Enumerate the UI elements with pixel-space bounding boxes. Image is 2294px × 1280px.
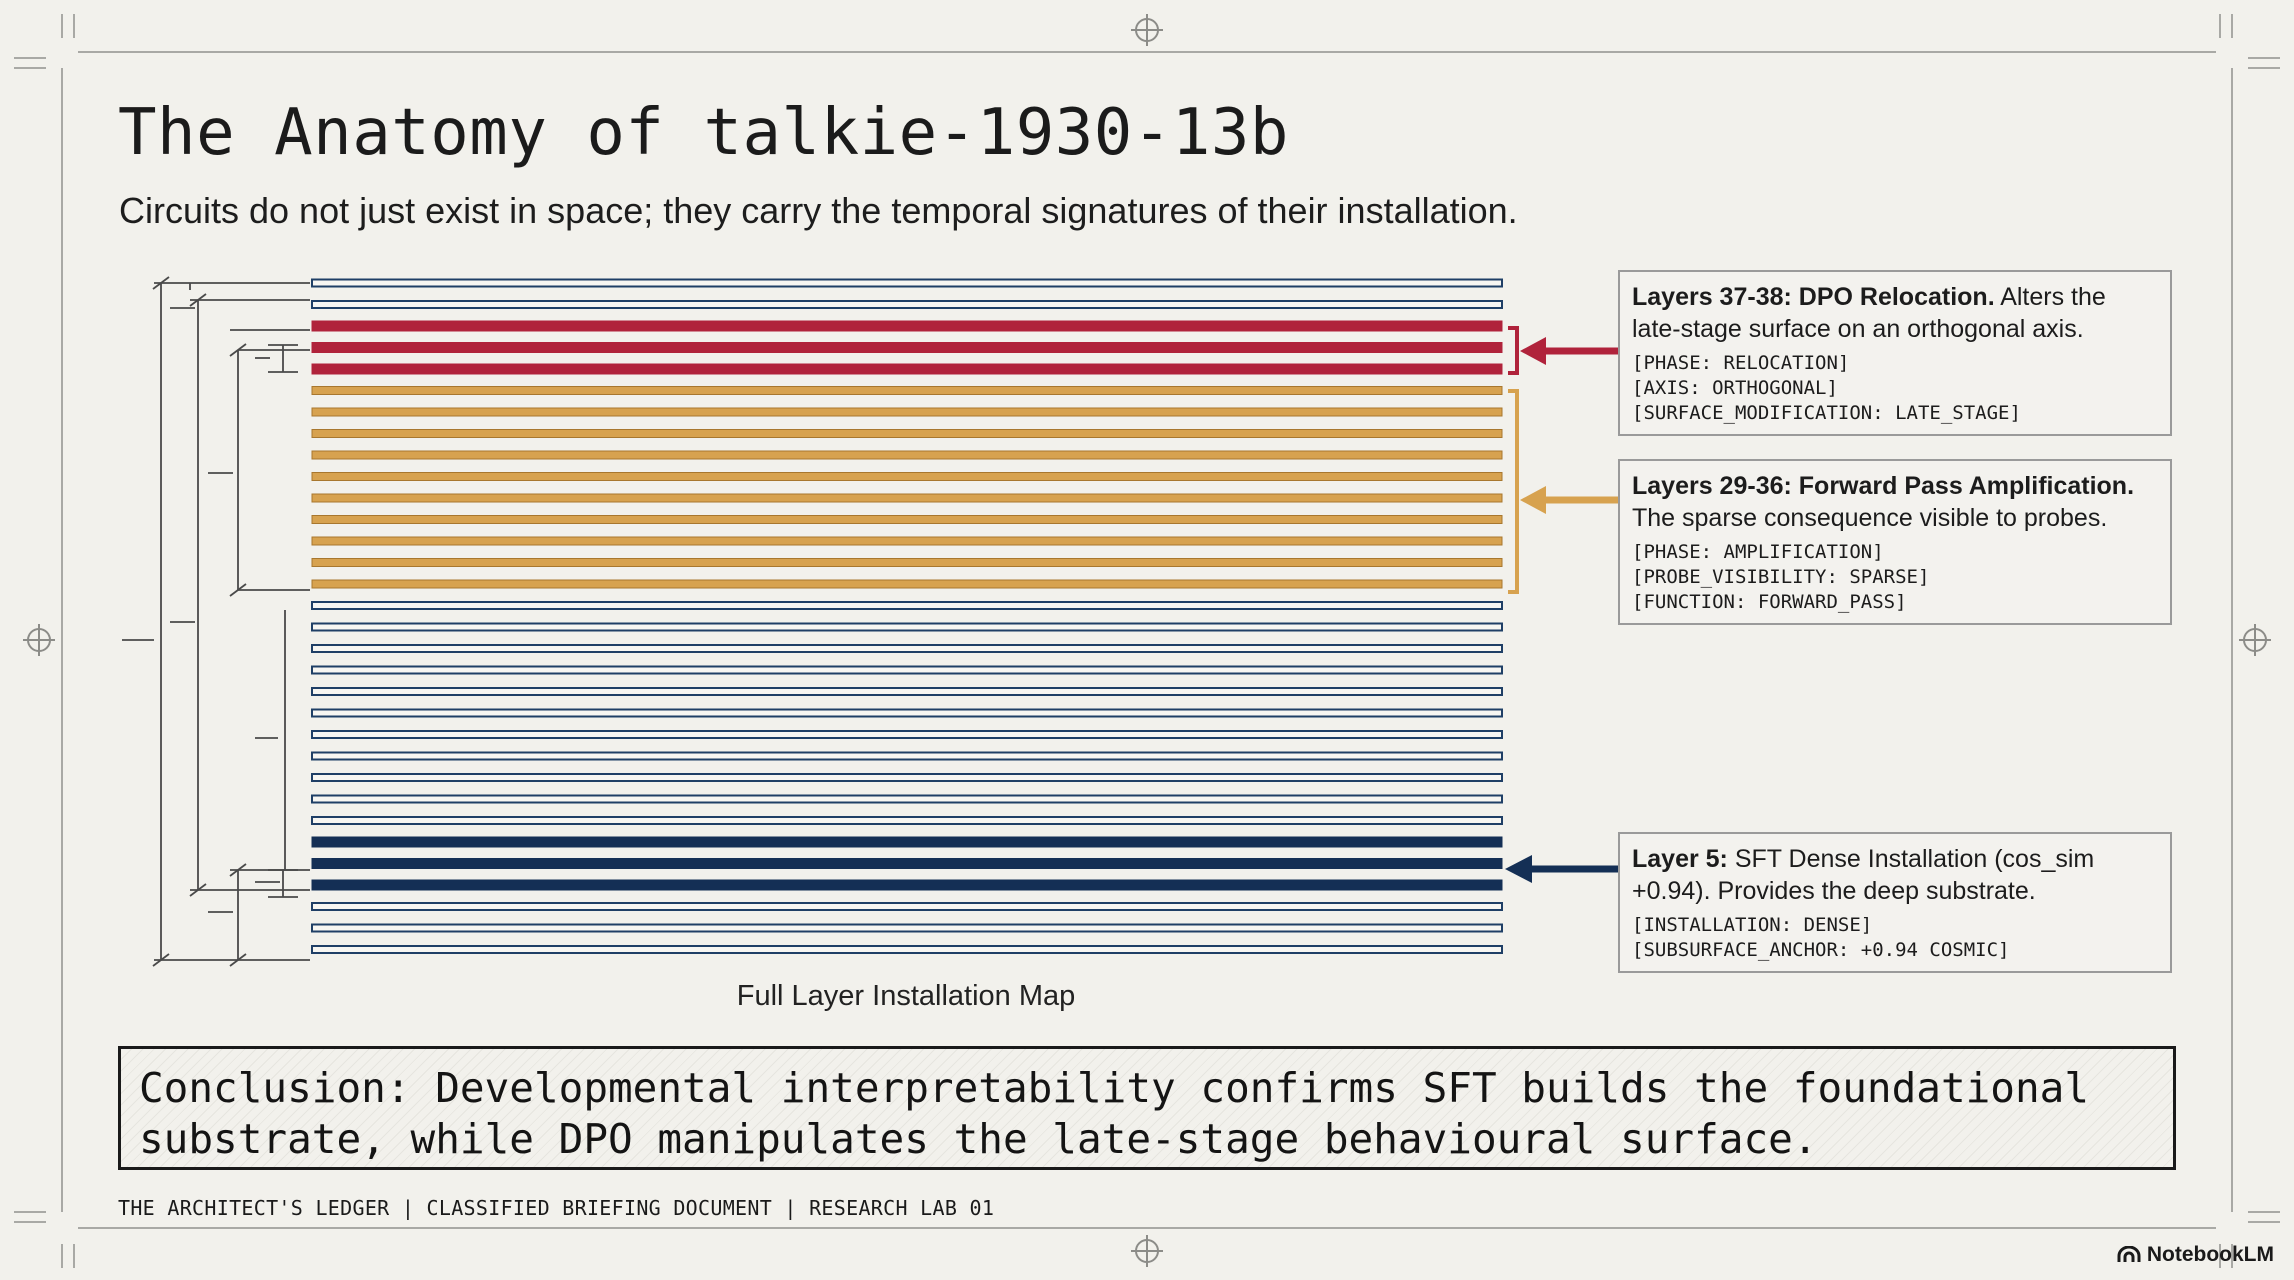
tag-function: [FUNCTION: FORWARD_PASS]: [1632, 591, 1907, 613]
layer-bar-outline: [311, 300, 1503, 309]
layer-bar-amplification: [311, 407, 1503, 417]
callout-amplification-tags: [PHASE: AMPLIFICATION] [PROBE_VISIBILITY…: [1632, 540, 2158, 615]
layer-bar-relocation: [311, 320, 1503, 332]
conclusion-box: Conclusion: Developmental interpretabili…: [118, 1046, 2176, 1170]
layer-bar-relocation: [311, 342, 1503, 353]
map-caption: Full Layer Installation Map: [736, 980, 1076, 1012]
layer-bar-outline: [311, 278, 1503, 288]
sft-arrow-head: [1505, 855, 1532, 883]
tag-surface-modification: [SURFACE_MODIFICATION: LATE_STAGE]: [1632, 402, 2021, 424]
layer-bar-outline: [311, 794, 1503, 804]
callout-sft-description: Layer 5: SFT Dense Installation (cos_sim…: [1632, 843, 2158, 907]
callout-amplification: Layers 29-36: Forward Pass Amplification…: [1618, 459, 2172, 625]
callout-relocation: Layers 37-38: DPO Relocation. Alters the…: [1618, 270, 2172, 436]
layer-bar-outline: [311, 730, 1503, 739]
page-frame: [14, 14, 2280, 1268]
layer-bar-outline: [311, 773, 1503, 782]
layer-bar-relocation: [311, 363, 1503, 375]
layer-bar-amplification: [311, 515, 1503, 524]
layer-bar-amplification: [311, 558, 1503, 567]
page-title: The Anatomy of talkie-1930-13b: [118, 96, 1289, 170]
tag-phase: [PHASE: RELOCATION]: [1632, 352, 1850, 374]
amplification-arrow-head: [1520, 486, 1546, 514]
notebooklm-badge: NotebookLM: [2117, 1243, 2274, 1267]
callout-sft-heading: Layer 5:: [1632, 845, 1728, 873]
layer-bar-outline: [311, 902, 1503, 911]
layer-bar-amplification: [311, 472, 1503, 481]
layer-bar-outline: [311, 945, 1503, 954]
layer-bar-amplification: [311, 579, 1503, 589]
layer-bar-amplification: [311, 429, 1503, 438]
relocation-bracket: [1508, 326, 1519, 375]
layer-bar-amplification: [311, 493, 1503, 503]
layer-bar-outline: [311, 687, 1503, 696]
registration-mark-top: [1131, 14, 1163, 46]
layer-bar-amplification: [311, 450, 1503, 460]
registration-mark-left: [23, 624, 55, 656]
footer-text: THE ARCHITECT'S LEDGER | CLASSIFIED BRIE…: [118, 1196, 995, 1220]
layer-bar-outline: [311, 751, 1503, 761]
callout-relocation-tags: [PHASE: RELOCATION] [AXIS: ORTHOGONAL] […: [1632, 351, 2158, 426]
callout-relocation-heading: Layers 37-38: DPO Relocation.: [1632, 283, 1995, 311]
layer-bar-outline: [311, 665, 1503, 675]
layer-bar-outline: [311, 708, 1503, 718]
callout-sft-tags: [INSTALLATION: DENSE] [SUBSURFACE_ANCHOR…: [1632, 913, 2158, 963]
callout-relocation-text: Alters the late-stage surface on an orth…: [1632, 283, 2106, 343]
layer-bar-sft-dense: [311, 858, 1503, 869]
callout-amplification-description: Layers 29-36: Forward Pass Amplification…: [1632, 470, 2158, 534]
dimension-brackets: [122, 276, 310, 967]
layer-bar-outline: [311, 816, 1503, 825]
layer-bar-outline: [311, 644, 1503, 653]
callout-amplification-text: The sparse consequence visible to probes…: [1632, 504, 2108, 532]
tag-phase: [PHASE: AMPLIFICATION]: [1632, 541, 1884, 563]
layer-bar-outline: [311, 622, 1503, 632]
tag-installation: [INSTALLATION: DENSE]: [1632, 914, 1873, 936]
layer-bar-outline: [311, 601, 1503, 610]
page-subtitle: Circuits do not just exist in space; the…: [119, 190, 1518, 231]
brand-name: NotebookLM: [2146, 1243, 2274, 1266]
layer-bar-amplification: [311, 386, 1503, 395]
callout-sft: Layer 5: SFT Dense Installation (cos_sim…: [1618, 832, 2172, 973]
callout-sft-text: SFT Dense Installation (cos_sim +0.94). …: [1632, 845, 2095, 905]
tag-axis: [AXIS: ORTHOGONAL]: [1632, 377, 1838, 399]
layer-bar-outline: [311, 923, 1503, 933]
callout-amplification-heading: Layers 29-36: Forward Pass Amplification…: [1632, 472, 2135, 500]
callout-relocation-description: Layers 37-38: DPO Relocation. Alters the…: [1632, 281, 2158, 345]
conclusion-text: Conclusion: Developmental interpretabili…: [139, 1064, 2090, 1163]
amplification-bracket: [1508, 389, 1519, 594]
relocation-arrow-head: [1520, 337, 1546, 365]
layer-bar-sft-dense: [311, 836, 1503, 848]
notebooklm-logo-icon: [2117, 1246, 2141, 1262]
registration-mark-bottom: [1131, 1235, 1163, 1267]
layer-stack: [311, 278, 1503, 954]
layer-bar-sft-dense: [311, 879, 1503, 891]
layer-bar-amplification: [311, 536, 1503, 546]
registration-mark-right: [2239, 624, 2271, 656]
tag-probe-visibility: [PROBE_VISIBILITY: SPARSE]: [1632, 566, 1930, 588]
tag-subsurface-anchor: [SUBSURFACE_ANCHOR: +0.94 COSMIC]: [1632, 939, 2010, 961]
